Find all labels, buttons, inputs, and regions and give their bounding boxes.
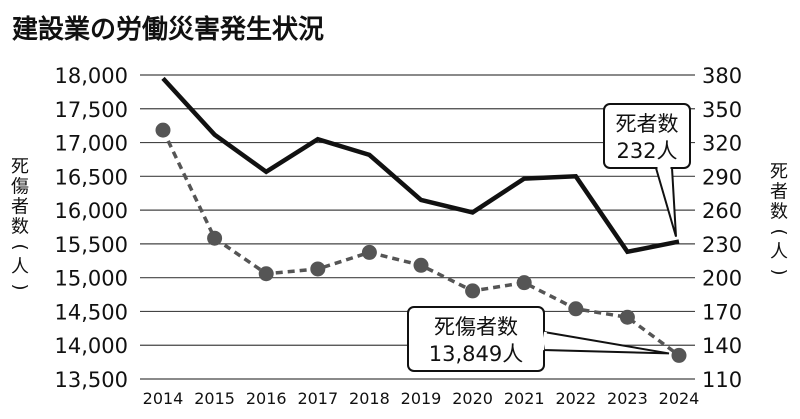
right-axis-label-char: 者 xyxy=(770,182,788,203)
right-axis-ticks: 110 140 170 200 230 260 290 320 350 380 xyxy=(702,64,742,392)
callout-box xyxy=(603,103,691,169)
callout-label: 死者数 xyxy=(616,112,679,136)
callout-label: 死傷者数 xyxy=(434,315,518,339)
x-axis-ticks: 2014 2015 2016 2017 2018 2019 2020 2021 2022 2023… xyxy=(143,389,700,408)
left-axis-label-char: ( xyxy=(10,243,31,250)
x-tick-label: 2022 xyxy=(555,389,596,408)
x-tick-label: 2023 xyxy=(607,389,648,408)
right-tick-label: 260 xyxy=(702,199,742,223)
series-point-casualties xyxy=(310,261,326,277)
right-tick-label: 110 xyxy=(702,368,742,392)
chart-title: 建設業の労働災害発生状況 xyxy=(12,14,324,45)
left-axis-label-char: ) xyxy=(10,283,31,290)
left-tick-label: 18,000 xyxy=(55,64,128,88)
series-point-casualties xyxy=(516,275,532,291)
left-tick-label: 15,500 xyxy=(55,233,128,257)
series-point-casualties xyxy=(671,347,687,363)
left-tick-label: 17,000 xyxy=(55,132,128,156)
left-tick-label: 13,500 xyxy=(55,368,128,392)
x-tick-label: 2020 xyxy=(452,389,493,408)
callout-value: 232人 xyxy=(616,139,677,163)
left-tick-label: 14,000 xyxy=(55,334,128,358)
right-tick-label: 230 xyxy=(702,233,742,257)
series-point-casualties xyxy=(361,244,377,260)
callout-joint xyxy=(541,331,547,351)
left-axis-label-char: 死 xyxy=(11,157,29,178)
x-tick-label: 2024 xyxy=(659,389,700,408)
series-point-casualties xyxy=(155,122,171,138)
callout-value: 13,849人 xyxy=(429,342,523,366)
left-axis-ticks: 13,500 14,000 14,500 15,000 15,500 16,000 16,5… xyxy=(55,64,128,392)
right-axis-label-char: 数 xyxy=(770,202,788,223)
right-tick-label: 200 xyxy=(702,267,742,291)
series xyxy=(155,76,687,363)
x-tick-label: 2018 xyxy=(349,389,390,408)
series-point-casualties xyxy=(413,257,429,273)
left-axis-label-char: 傷 xyxy=(11,177,29,198)
series-point-casualties xyxy=(258,266,274,282)
right-axis-label-char: ( xyxy=(769,228,790,235)
left-tick-label: 15,000 xyxy=(55,267,128,291)
right-tick-label: 170 xyxy=(702,300,742,324)
right-tick-label: 380 xyxy=(702,64,742,88)
left-axis-label-char: 数 xyxy=(11,217,29,238)
left-tick-label: 16,500 xyxy=(55,165,128,189)
x-tick-label: 2019 xyxy=(401,389,442,408)
left-axis-label-char: 者 xyxy=(11,197,29,218)
series-point-casualties xyxy=(568,301,584,317)
x-tick-label: 2015 xyxy=(194,389,235,408)
left-axis-label-char: 人 xyxy=(11,257,29,278)
series-point-casualties xyxy=(619,309,635,325)
x-tick-label: 2021 xyxy=(504,389,545,408)
left-tick-label: 14,500 xyxy=(55,300,128,324)
right-tick-label: 290 xyxy=(702,165,742,189)
x-tick-label: 2017 xyxy=(297,389,338,408)
left-tick-label: 17,500 xyxy=(55,98,128,122)
right-tick-label: 140 xyxy=(702,334,742,358)
left-axis-label: 死傷者数 ( 人) xyxy=(10,157,31,291)
grid xyxy=(140,74,695,380)
x-tick-label: 2014 xyxy=(143,389,184,408)
left-tick-label: 16,000 xyxy=(55,199,128,223)
right-axis-label-char: 死 xyxy=(770,162,788,183)
series-line-deaths xyxy=(161,76,680,255)
callout-pointer xyxy=(654,167,677,237)
right-tick-label: 350 xyxy=(702,98,742,122)
x-tick-label: 2016 xyxy=(246,389,287,408)
right-axis-label: 死者数 ( 人) xyxy=(769,162,790,276)
right-axis-label-char: 人 xyxy=(770,242,788,263)
series-point-casualties xyxy=(465,283,481,299)
series-point-casualties xyxy=(207,230,223,246)
right-axis-label-char: ) xyxy=(769,268,790,275)
right-tick-label: 320 xyxy=(702,132,742,156)
